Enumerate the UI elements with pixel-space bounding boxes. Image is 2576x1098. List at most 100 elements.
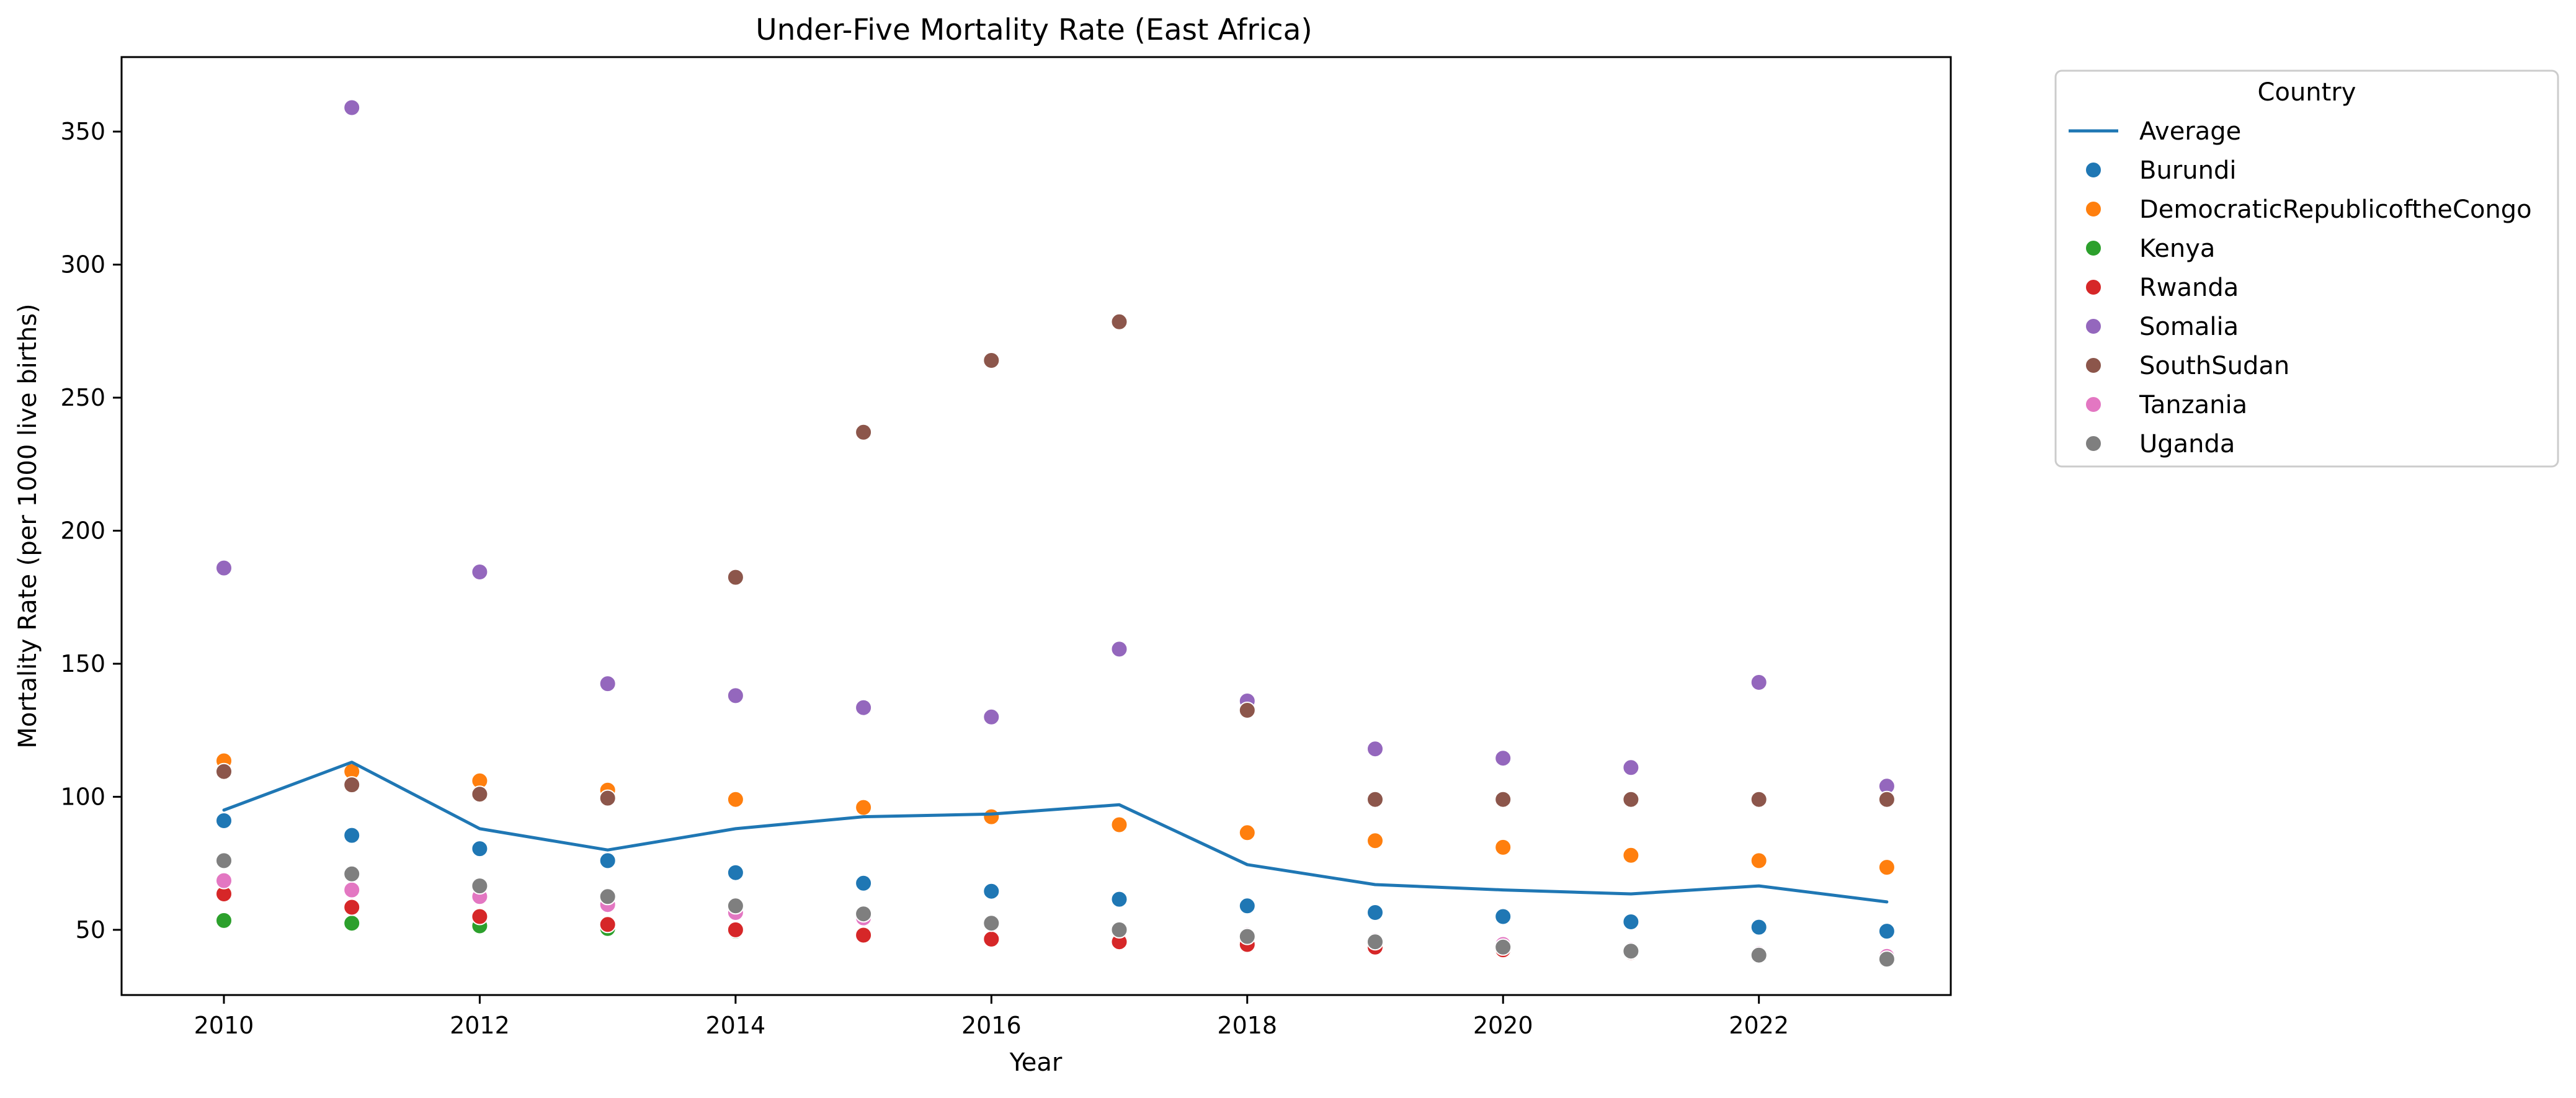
point-southsudan-2022 <box>1750 790 1768 808</box>
point-burundi-2022 <box>1750 918 1768 936</box>
point-somalia-2021 <box>1622 759 1640 777</box>
legend-marker-tanzania <box>2085 396 2102 413</box>
point-uganda-2023 <box>1878 950 1896 968</box>
y-tick-label-100: 100 <box>60 783 105 810</box>
point-rwanda-2011 <box>343 898 361 916</box>
point-burundi-2023 <box>1878 922 1896 940</box>
point-burundi-2017 <box>1110 890 1128 908</box>
point-southsudan-2011 <box>343 776 361 794</box>
point-burundi-2020 <box>1494 908 1512 926</box>
point-somalia-2013 <box>599 675 617 693</box>
point-democraticrepublicofthecongo-2021 <box>1622 846 1640 864</box>
point-somalia-2020 <box>1494 749 1512 767</box>
point-southsudan-2012 <box>471 785 489 803</box>
point-democraticrepublicofthecongo-2019 <box>1366 832 1384 850</box>
point-southsudan-2014 <box>726 568 744 586</box>
point-tanzania-2010 <box>215 872 233 890</box>
y-axis-label: Mortality Rate (per 1000 live births) <box>14 303 42 748</box>
point-democraticrepublicofthecongo-2016 <box>983 808 1001 826</box>
point-burundi-2015 <box>855 874 873 892</box>
point-rwanda-2014 <box>726 921 744 939</box>
point-burundi-2018 <box>1238 897 1256 915</box>
point-uganda-2022 <box>1750 946 1768 964</box>
legend-label-tanzania: Tanzania <box>2139 391 2247 419</box>
legend-frame <box>2054 69 2559 468</box>
y-tick-label-250: 250 <box>60 384 105 411</box>
point-uganda-2012 <box>471 877 489 895</box>
y-tick-label-350: 350 <box>60 118 105 145</box>
point-somalia-2014 <box>726 687 744 705</box>
point-southsudan-2020 <box>1494 790 1512 808</box>
x-tick-label-2010: 2010 <box>194 1012 254 1039</box>
point-kenya-2011 <box>343 914 361 932</box>
legend-label-uganda: Uganda <box>2139 430 2235 458</box>
point-tanzania-2011 <box>343 881 361 899</box>
legend-label-southsudan: SouthSudan <box>2139 352 2289 380</box>
point-southsudan-2015 <box>855 423 873 441</box>
legend-entries: Average Burundi DemocraticRepublicoftheCon… <box>2069 117 2532 458</box>
x-tick-label-2020: 2020 <box>1473 1012 1533 1039</box>
point-somalia-2015 <box>855 699 873 716</box>
legend-marker-kenya <box>2085 239 2102 257</box>
point-burundi-2019 <box>1366 904 1384 921</box>
legend-label-kenya: Kenya <box>2139 234 2215 263</box>
point-uganda-2015 <box>855 905 873 923</box>
point-burundi-2010 <box>215 812 233 829</box>
point-democraticrepublicofthecongo-2020 <box>1494 838 1512 856</box>
series-democraticrepublicofthecongo <box>215 752 1896 877</box>
point-somalia-2012 <box>471 563 489 581</box>
point-uganda-2016 <box>983 914 1001 932</box>
point-southsudan-2019 <box>1366 790 1384 808</box>
point-democraticrepublicofthecongo-2018 <box>1238 824 1256 842</box>
series-southsudan <box>215 313 1896 808</box>
point-burundi-2021 <box>1622 913 1640 931</box>
legend-label-democraticrepublicofthecongo: DemocraticRepublicoftheCongo <box>2139 195 2532 224</box>
point-southsudan-2013 <box>599 789 617 807</box>
point-somalia-2022 <box>1750 674 1768 691</box>
x-tick-label-2018: 2018 <box>1217 1012 1277 1039</box>
point-democraticrepublicofthecongo-2014 <box>726 790 744 808</box>
point-southsudan-2010 <box>215 762 233 780</box>
point-burundi-2012 <box>471 840 489 858</box>
point-uganda-2017 <box>1110 921 1128 939</box>
point-somalia-2016 <box>983 708 1001 726</box>
point-rwanda-2016 <box>983 930 1001 948</box>
legend-label-rwanda: Rwanda <box>2139 274 2239 302</box>
x-tick-label-2014: 2014 <box>706 1012 766 1039</box>
point-uganda-2020 <box>1494 938 1512 956</box>
legend-marker-democraticrepublicofthecongo <box>2085 200 2102 218</box>
y-tick-label-200: 200 <box>60 517 105 545</box>
point-somalia-2010 <box>215 559 233 577</box>
point-uganda-2021 <box>1622 942 1640 960</box>
point-southsudan-2017 <box>1110 313 1128 331</box>
x-axis-label: Year <box>1009 1048 1063 1077</box>
average-line <box>222 761 1889 904</box>
point-rwanda-2012 <box>471 908 489 926</box>
legend-label-burundi: Burundi <box>2139 156 2236 185</box>
y-tick-label-150: 150 <box>60 650 105 677</box>
legend: Country Average Burundi DemocraticRepublic… <box>2054 69 2559 468</box>
axes: 2010 2012 2014 2016 2018 2020 2022 50 100 150 200 2… <box>60 118 1789 1039</box>
point-burundi-2014 <box>726 864 744 882</box>
x-tick-label-2016: 2016 <box>961 1012 1022 1039</box>
point-somalia-2019 <box>1366 740 1384 758</box>
point-burundi-2013 <box>599 852 617 870</box>
plot-area <box>215 99 1896 968</box>
point-southsudan-2021 <box>1622 790 1640 808</box>
legend-title: Country <box>2258 78 2356 107</box>
point-uganda-2011 <box>343 865 361 883</box>
y-tick-label-300: 300 <box>60 251 105 279</box>
point-democraticrepublicofthecongo-2022 <box>1750 852 1768 870</box>
point-democraticrepublicofthecongo-2015 <box>855 798 873 816</box>
point-kenya-2010 <box>215 911 233 929</box>
x-tick-label-2012: 2012 <box>450 1012 510 1039</box>
legend-marker-uganda <box>2085 435 2102 452</box>
legend-marker-southsudan <box>2085 357 2102 374</box>
point-uganda-2014 <box>726 897 744 915</box>
series-burundi <box>215 812 1896 940</box>
legend-label-average: Average <box>2139 117 2241 146</box>
point-burundi-2016 <box>983 882 1001 900</box>
point-southsudan-2018 <box>1238 702 1256 719</box>
